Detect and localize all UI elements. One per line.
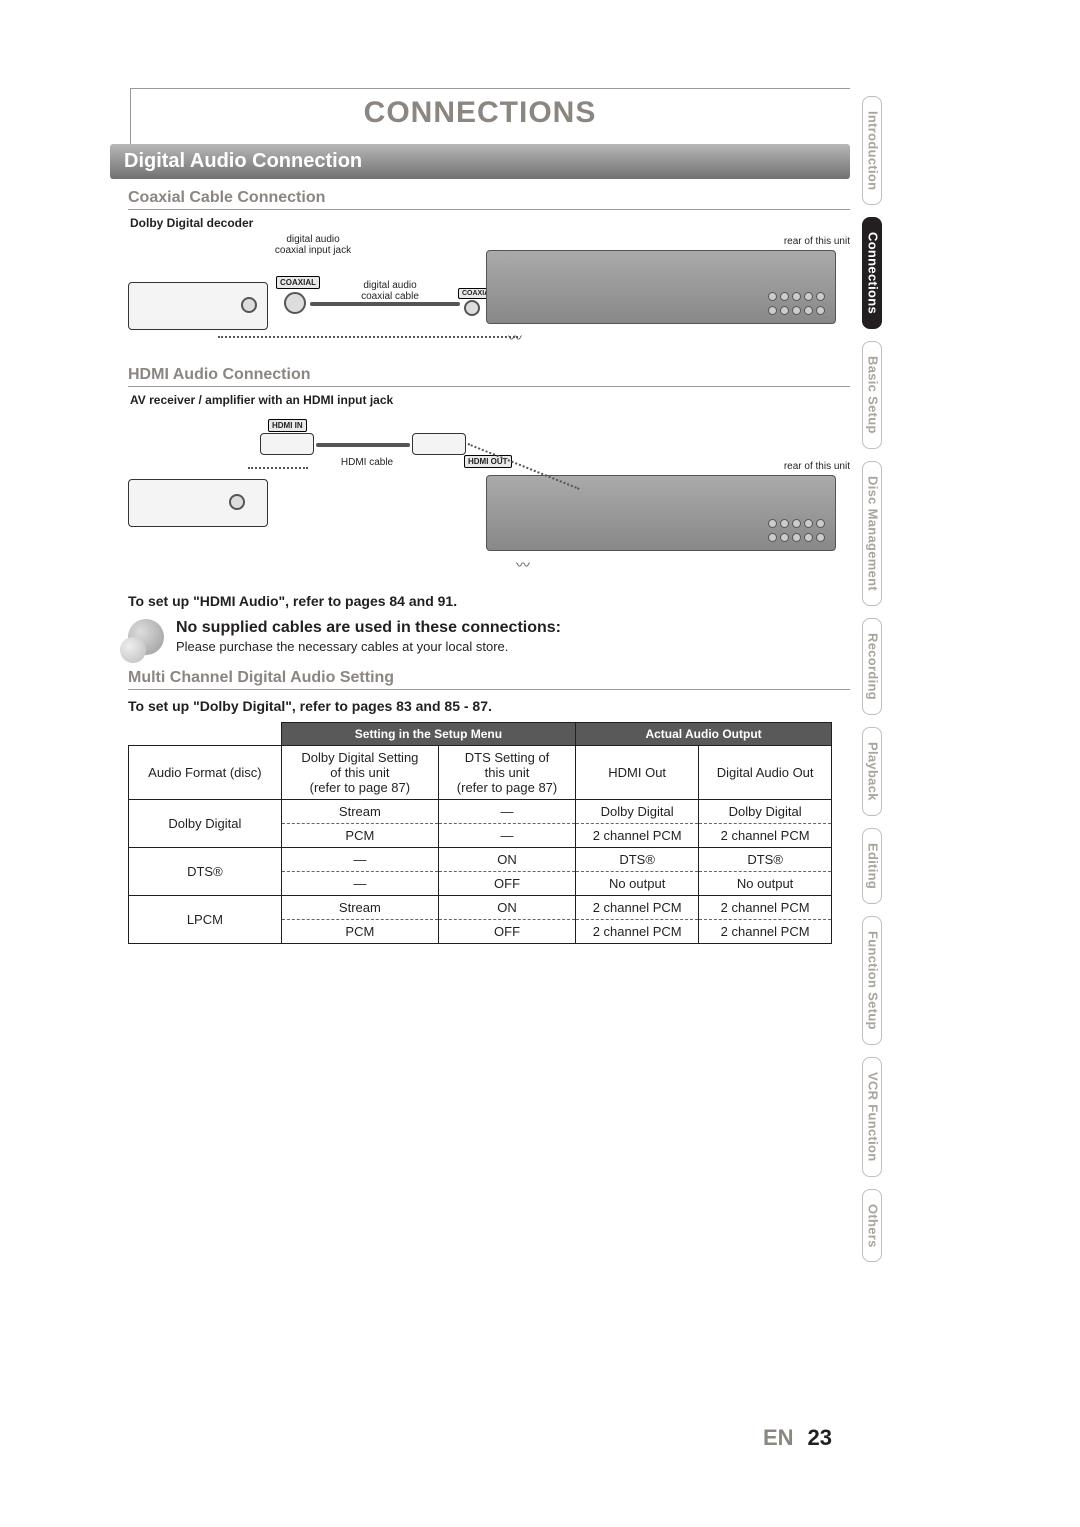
tab-connections[interactable]: Connections: [862, 217, 882, 329]
coax-unit-jack-icon: [464, 300, 480, 316]
table-cell: —: [281, 872, 438, 896]
footer-lang: EN: [763, 1425, 794, 1450]
table-cell: Stream: [281, 800, 438, 824]
table-cell: Dolby Digital: [699, 800, 832, 824]
tilde-icon: 〰: [516, 555, 530, 575]
hdmi-heading: HDMI Audio Connection: [128, 366, 850, 387]
hdmi-cable-icon: [316, 443, 410, 447]
tab-introduction[interactable]: Introduction: [862, 96, 882, 205]
dotted-line: [248, 467, 308, 469]
tab-basic-setup[interactable]: Basic Setup: [862, 341, 882, 449]
table-cell: ON: [438, 848, 575, 872]
table-cell: PCM: [281, 824, 438, 848]
table-cell: —: [438, 824, 575, 848]
table-cell: —: [438, 800, 575, 824]
tab-function-setup[interactable]: Function Setup: [862, 916, 882, 1045]
tab-recording[interactable]: Recording: [862, 618, 882, 715]
hdmi-in-label: HDMI IN: [268, 419, 307, 432]
coax-cable-icon: [310, 302, 460, 306]
tilde-icon: 〰: [508, 328, 522, 348]
audio-settings-table: Setting in the Setup Menu Actual Audio O…: [128, 722, 832, 944]
coax-cable-label: digital audio coaxial cable: [350, 280, 430, 302]
table-cell: PCM: [281, 920, 438, 944]
note-block: No supplied cables are used in these con…: [128, 619, 850, 655]
tab-others[interactable]: Others: [862, 1189, 882, 1263]
table-cell: No output: [699, 872, 832, 896]
note-title: No supplied cables are used in these con…: [176, 619, 561, 637]
tab-editing[interactable]: Editing: [862, 828, 882, 904]
table-head-setup: Setting in the Setup Menu: [281, 723, 575, 746]
av-receiver-icon: [128, 479, 268, 527]
multi-setup-ref: To set up "Dolby Digital", refer to page…: [128, 698, 850, 714]
table-cell: —: [281, 848, 438, 872]
table-cell: Digital Audio Out: [699, 746, 832, 800]
dotted-line: [218, 336, 518, 338]
tab-playback[interactable]: Playback: [862, 727, 882, 816]
table-cell: ON: [438, 896, 575, 920]
hdmi-cable-label: HDMI cable: [332, 457, 402, 468]
coax-port-label-device: COAXIAL: [276, 276, 320, 289]
unit-rear-icon: [486, 250, 836, 324]
table-cell: LPCM: [129, 896, 282, 944]
table-cell: DTS®: [699, 848, 832, 872]
table-cell: HDMI Out: [576, 746, 699, 800]
hdmi-out-port-icon: [412, 433, 466, 455]
hdmi-rear-label: rear of this unit: [784, 461, 850, 472]
table-head-actual: Actual Audio Output: [576, 723, 832, 746]
coax-rear-label: rear of this unit: [784, 236, 850, 247]
footer-page-number: 23: [808, 1425, 832, 1450]
note-body: Please purchase the necessary cables at …: [176, 639, 561, 654]
hdmi-receiver-label: AV receiver / amplifier with an HDMI inp…: [130, 393, 850, 407]
table-cell: Audio Format (disc): [129, 746, 282, 800]
page-content: CONNECTIONS Digital Audio Connection Coa…: [110, 88, 850, 944]
coax-jack-icon: [284, 292, 306, 314]
unit-rear-icon-2: [486, 475, 836, 551]
table-cell: 2 channel PCM: [576, 920, 699, 944]
table-cell: 2 channel PCM: [699, 920, 832, 944]
table-cell: OFF: [438, 872, 575, 896]
side-tab-strip: Introduction Connections Basic Setup Dis…: [862, 96, 894, 1274]
table-cell: Dolby Digital: [129, 800, 282, 848]
table-cell: OFF: [438, 920, 575, 944]
hdmi-in-port-icon: [260, 433, 314, 455]
decoder-device-icon: [128, 282, 268, 330]
table-cell: 2 channel PCM: [699, 824, 832, 848]
section-heading-bar: Digital Audio Connection: [110, 144, 850, 179]
tab-disc-management[interactable]: Disc Management: [862, 461, 882, 606]
table-cell: Dolby Digital: [576, 800, 699, 824]
table-cell: 2 channel PCM: [576, 896, 699, 920]
multi-heading: Multi Channel Digital Audio Setting: [128, 669, 850, 690]
coax-heading: Coaxial Cable Connection: [128, 189, 850, 210]
table-blank-corner: [129, 723, 282, 746]
note-icon: [128, 619, 164, 655]
table-cell: 2 channel PCM: [699, 896, 832, 920]
table-cell: DTS Setting of this unit (refer to page …: [438, 746, 575, 800]
coax-decoder-label: Dolby Digital decoder: [130, 216, 850, 230]
hdmi-setup-ref: To set up "HDMI Audio", refer to pages 8…: [128, 593, 850, 609]
tab-vcr-function[interactable]: VCR Function: [862, 1057, 882, 1177]
table-cell: Dolby Digital Setting of this unit (refe…: [281, 746, 438, 800]
coax-input-jack-label: digital audio coaxial input jack: [268, 234, 358, 256]
page-title: CONNECTIONS: [110, 96, 850, 130]
hdmi-diagram: HDMI IN HDMI cable HDMI OUT rear of this…: [128, 413, 850, 583]
table-cell: 2 channel PCM: [576, 824, 699, 848]
table-cell: DTS®: [576, 848, 699, 872]
table-cell: DTS®: [129, 848, 282, 896]
page-footer: EN 23: [763, 1425, 832, 1451]
table-cell: Stream: [281, 896, 438, 920]
coax-diagram: digital audio coaxial input jack COAXIAL…: [128, 236, 850, 356]
table-cell: No output: [576, 872, 699, 896]
